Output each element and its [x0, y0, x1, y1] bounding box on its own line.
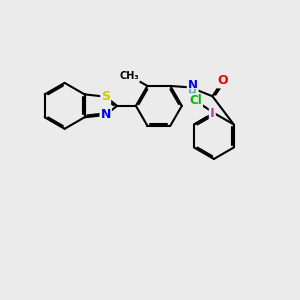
- Text: Cl: Cl: [189, 94, 202, 107]
- Text: S: S: [101, 90, 110, 103]
- Text: N: N: [188, 79, 198, 92]
- Text: H: H: [188, 89, 197, 99]
- Text: CH₃: CH₃: [119, 71, 139, 81]
- Text: O: O: [218, 74, 228, 87]
- Text: I: I: [210, 107, 215, 120]
- Text: N: N: [100, 109, 111, 122]
